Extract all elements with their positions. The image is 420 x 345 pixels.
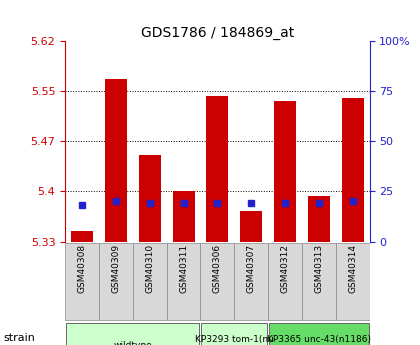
Bar bbox=[65, 243, 99, 320]
Bar bbox=[336, 243, 370, 320]
Text: GSM40307: GSM40307 bbox=[247, 244, 256, 293]
Bar bbox=[99, 243, 133, 320]
Bar bbox=[167, 243, 200, 320]
Bar bbox=[133, 243, 167, 320]
Bar bbox=[206, 96, 228, 242]
Text: GSM40311: GSM40311 bbox=[179, 244, 188, 293]
Bar bbox=[66, 323, 199, 345]
Bar bbox=[202, 323, 267, 345]
Text: strain: strain bbox=[3, 333, 35, 343]
Bar bbox=[268, 243, 302, 320]
Bar bbox=[274, 101, 296, 242]
Text: GSM40309: GSM40309 bbox=[111, 244, 121, 293]
Bar bbox=[302, 243, 336, 320]
Bar bbox=[234, 243, 268, 320]
Bar bbox=[200, 243, 234, 320]
Bar bbox=[71, 231, 93, 241]
Bar bbox=[240, 211, 262, 241]
Bar bbox=[139, 155, 161, 242]
Text: GSM40313: GSM40313 bbox=[314, 244, 323, 293]
Bar bbox=[342, 98, 364, 241]
Text: GSM40310: GSM40310 bbox=[145, 244, 154, 293]
Text: GSM40314: GSM40314 bbox=[348, 244, 357, 293]
Text: KP3293 tom-1(nu
468) mutant: KP3293 tom-1(nu 468) mutant bbox=[195, 335, 274, 345]
Bar bbox=[173, 191, 194, 242]
Text: GSM40312: GSM40312 bbox=[281, 244, 289, 293]
Title: GDS1786 / 184869_at: GDS1786 / 184869_at bbox=[141, 26, 294, 40]
Bar bbox=[269, 323, 369, 345]
Text: GSM40306: GSM40306 bbox=[213, 244, 222, 293]
Bar bbox=[105, 79, 127, 242]
Text: KP3365 unc-43(n1186)
mutant: KP3365 unc-43(n1186) mutant bbox=[267, 335, 371, 345]
Bar bbox=[308, 196, 330, 241]
Text: wildtype: wildtype bbox=[113, 341, 152, 345]
Text: GSM40308: GSM40308 bbox=[78, 244, 87, 293]
